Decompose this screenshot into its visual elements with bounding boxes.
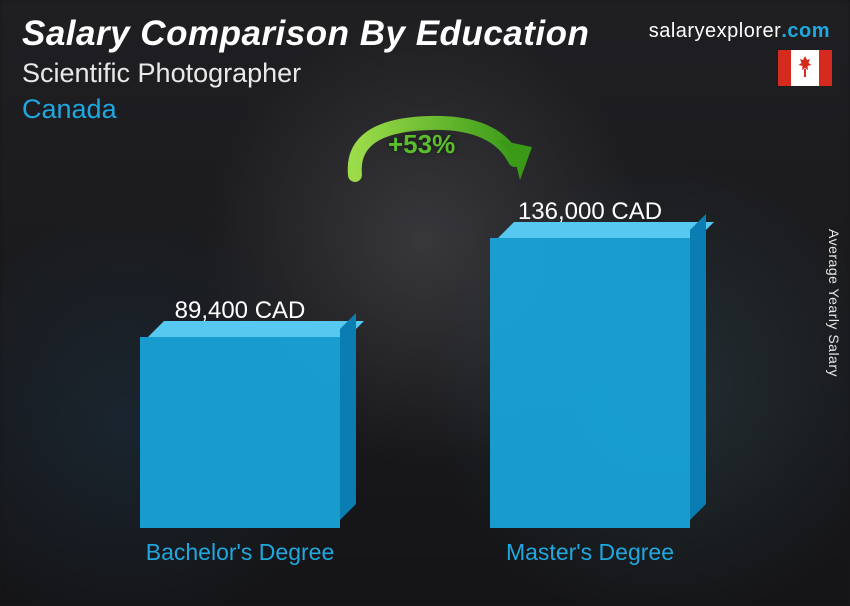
bar-front-face: [490, 238, 690, 528]
percent-increase-badge: +53%: [388, 129, 455, 160]
job-subtitle: Scientific Photographer: [22, 58, 301, 89]
bar-top-face: [498, 222, 714, 238]
bar-category-label: Master's Degree: [490, 539, 690, 566]
page-title: Salary Comparison By Education: [22, 14, 589, 54]
bar-group: 136,000 CADMaster's Degree: [490, 238, 690, 528]
bar-front-face: [140, 337, 340, 528]
y-axis-label: Average Yearly Salary: [826, 229, 842, 377]
brand-text-1: salaryexplorer: [649, 20, 782, 42]
bar-category-label: Bachelor's Degree: [140, 539, 340, 566]
canada-flag-icon: [778, 50, 832, 86]
bar-side-face: [340, 313, 356, 520]
brand-text-2: .com: [781, 20, 830, 42]
country-label: Canada: [22, 94, 117, 125]
bar-group: 89,400 CADBachelor's Degree: [140, 337, 340, 528]
bar-chart: 89,400 CADBachelor's Degree 136,000 CADMa…: [60, 135, 780, 576]
increase-arrow-icon: [320, 105, 540, 215]
content-layer: Salary Comparison By Education Scientifi…: [0, 0, 850, 606]
brand-logo: salaryexplorer.com: [649, 20, 830, 43]
bar-top-face: [148, 321, 364, 337]
bar-side-face: [690, 214, 706, 520]
